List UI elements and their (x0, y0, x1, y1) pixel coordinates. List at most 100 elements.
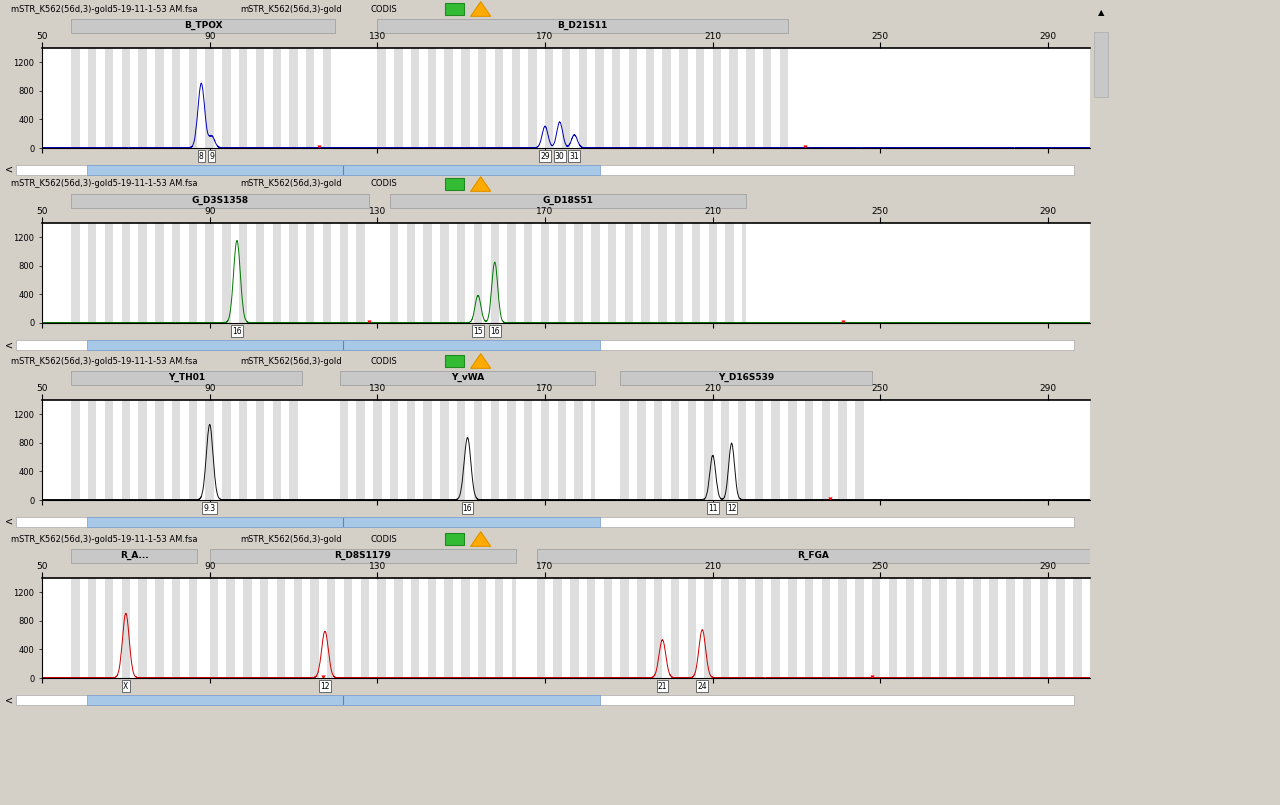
Bar (737, 400, 746, 500)
Bar (206, 400, 214, 500)
Bar (512, 48, 520, 148)
Bar (87, 517, 599, 526)
Bar (17, 517, 1074, 526)
Bar (973, 578, 980, 678)
Bar (658, 223, 667, 323)
Bar (742, 223, 746, 323)
Text: mSTR_K562(56d,3)-gold: mSTR_K562(56d,3)-gold (239, 357, 342, 365)
Bar (378, 48, 385, 148)
Bar (570, 578, 579, 678)
Bar (704, 400, 713, 500)
Text: 15: 15 (474, 327, 483, 336)
Bar (989, 578, 998, 678)
Bar (72, 578, 79, 678)
Bar (1039, 578, 1048, 678)
Bar (310, 578, 319, 678)
Bar (575, 223, 582, 323)
Bar (675, 223, 684, 323)
Bar (1056, 578, 1065, 678)
Bar (746, 48, 755, 148)
Bar (1094, 32, 1108, 97)
Text: Y_D16S539: Y_D16S539 (718, 373, 774, 382)
Bar (206, 48, 214, 148)
Bar (788, 400, 796, 500)
Bar (378, 19, 788, 33)
Text: 16: 16 (490, 327, 499, 336)
Text: G_D18S51: G_D18S51 (543, 196, 594, 205)
Text: B_TPOX: B_TPOX (184, 21, 223, 31)
Text: CODIS: CODIS (371, 5, 397, 14)
Bar (780, 48, 788, 148)
Bar (457, 223, 466, 323)
Text: Y_vWA: Y_vWA (451, 373, 484, 382)
Bar (588, 578, 595, 678)
Bar (172, 48, 180, 148)
Bar (490, 223, 499, 323)
Bar (87, 165, 599, 175)
Bar (444, 578, 453, 678)
Bar (344, 578, 352, 678)
Bar (838, 578, 847, 678)
Text: 16: 16 (462, 503, 472, 513)
Bar (536, 549, 1091, 563)
Bar (628, 48, 637, 148)
Bar (822, 400, 831, 500)
Text: 8: 8 (198, 151, 204, 160)
Bar (210, 578, 218, 678)
Bar (691, 223, 700, 323)
Text: 29: 29 (540, 151, 550, 160)
Bar (407, 223, 415, 323)
Bar (87, 341, 599, 350)
Bar (461, 48, 470, 148)
Bar (621, 371, 872, 386)
Bar (595, 48, 604, 148)
Bar (394, 48, 402, 148)
Text: 9.3: 9.3 (204, 503, 216, 513)
Bar (428, 578, 436, 678)
Text: mSTR_K562(56d,3)-gold5-19-11-1-53 AM.fsa: mSTR_K562(56d,3)-gold5-19-11-1-53 AM.fsa (12, 535, 197, 543)
Bar (306, 223, 315, 323)
Bar (822, 578, 831, 678)
Bar (256, 223, 264, 323)
Bar (507, 223, 516, 323)
Bar (444, 355, 465, 367)
Text: CODIS: CODIS (371, 180, 397, 188)
Bar (474, 223, 483, 323)
Bar (239, 48, 247, 148)
Text: mSTR_K562(56d,3)-gold: mSTR_K562(56d,3)-gold (239, 180, 342, 188)
Bar (687, 578, 696, 678)
Bar (923, 578, 931, 678)
Bar (105, 223, 113, 323)
Bar (206, 223, 214, 323)
Bar (339, 400, 348, 500)
Bar (512, 578, 516, 678)
Bar (558, 223, 566, 323)
Text: 12: 12 (320, 682, 330, 691)
Bar (17, 165, 1074, 175)
Bar (424, 400, 431, 500)
Bar (545, 48, 553, 148)
Bar (621, 400, 628, 500)
Bar (256, 48, 264, 148)
Text: ▲: ▲ (1098, 8, 1105, 17)
Text: 9: 9 (210, 151, 214, 160)
Bar (356, 223, 365, 323)
Bar (444, 533, 465, 545)
Bar (1006, 578, 1015, 678)
Bar (612, 48, 621, 148)
Bar (339, 371, 595, 386)
Bar (541, 223, 549, 323)
Bar (721, 400, 730, 500)
Bar (256, 400, 264, 500)
Bar (138, 223, 147, 323)
Bar (72, 223, 79, 323)
Polygon shape (471, 532, 490, 547)
Text: <: < (5, 165, 14, 175)
Text: R_A...: R_A... (120, 551, 148, 560)
Text: CODIS: CODIS (371, 357, 397, 365)
Bar (477, 578, 486, 678)
Text: 12: 12 (727, 503, 736, 513)
Bar (323, 48, 332, 148)
Bar (72, 48, 79, 148)
Bar (289, 48, 298, 148)
